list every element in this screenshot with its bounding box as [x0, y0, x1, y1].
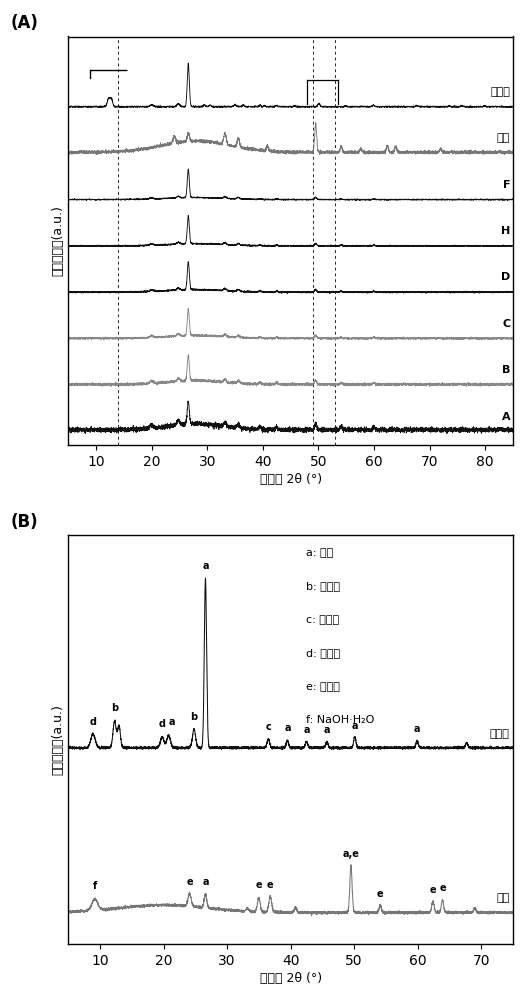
Text: d: d [89, 717, 97, 727]
Text: a,e: a,e [343, 849, 360, 859]
Text: 赤泥: 赤泥 [496, 893, 510, 903]
Text: f: NaOH·H₂O: f: NaOH·H₂O [306, 715, 374, 725]
Text: 赤泥: 赤泥 [497, 133, 510, 143]
Text: 煌矸石: 煌矸石 [490, 729, 510, 739]
Text: a: a [284, 723, 291, 733]
Text: b: 高岭石: b: 高岭石 [306, 581, 340, 591]
X-axis label: 衍射角 2θ (°): 衍射角 2θ (°) [260, 972, 322, 985]
Text: e: e [430, 885, 436, 895]
Text: a: a [168, 717, 175, 727]
Y-axis label: 衍射峰强度(a.u.): 衍射峰强度(a.u.) [51, 205, 64, 276]
Text: e: e [186, 877, 193, 887]
Text: (B): (B) [11, 513, 38, 531]
Text: f: f [93, 881, 97, 891]
Text: C: C [502, 319, 510, 329]
Y-axis label: 衍射峰强度(a.u.): 衍射峰强度(a.u.) [51, 704, 64, 775]
Text: a: 石英: a: 石英 [306, 548, 333, 558]
Text: 煌矸石: 煌矸石 [491, 87, 510, 97]
X-axis label: 衍射角 2θ (°): 衍射角 2θ (°) [260, 473, 322, 486]
Text: a: a [202, 561, 209, 571]
Text: e: e [267, 880, 274, 890]
Text: a: a [202, 877, 209, 887]
Text: e: 赤铁矷: e: 赤铁矷 [306, 682, 340, 692]
Text: a: a [303, 725, 310, 735]
Text: d: d [159, 719, 166, 729]
Text: (A): (A) [11, 14, 38, 32]
Text: D: D [501, 272, 510, 282]
Text: e: e [256, 880, 262, 890]
Text: b: b [111, 703, 118, 713]
Text: a: a [352, 721, 358, 731]
Text: a: a [414, 724, 420, 734]
Text: c: 伊利石: c: 伊利石 [306, 615, 340, 625]
Text: A: A [502, 412, 510, 422]
Text: c: c [266, 722, 271, 732]
Text: a: a [324, 725, 330, 735]
Text: F: F [503, 180, 510, 190]
Text: B: B [502, 365, 510, 375]
Text: b: b [191, 712, 197, 722]
Text: e: e [377, 889, 383, 899]
Text: d: 云母石: d: 云母石 [306, 648, 340, 658]
Text: H: H [501, 226, 510, 236]
Text: e: e [439, 883, 446, 893]
